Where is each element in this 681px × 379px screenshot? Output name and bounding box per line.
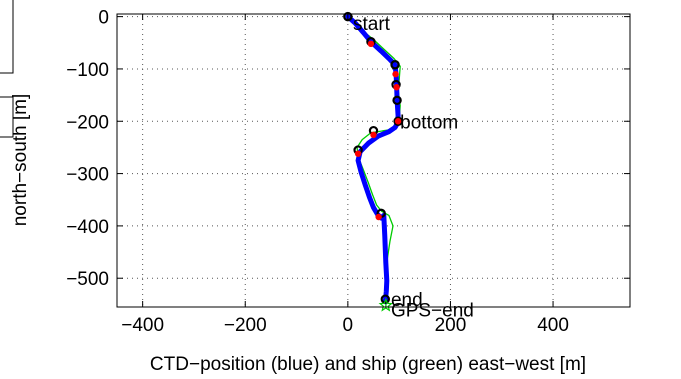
x-tick-label: 200 <box>435 315 467 336</box>
annotation-label: bottom <box>400 112 458 133</box>
y-tick-label: −300 <box>66 165 109 186</box>
annotation-label: end <box>391 290 423 311</box>
plot-frame <box>116 13 631 308</box>
red-dot-marker <box>367 40 375 48</box>
ship-track-line <box>347 15 401 308</box>
gps-end-star-marker <box>378 297 394 312</box>
legend-fragment <box>0 0 14 138</box>
annotation-label: start <box>353 14 391 35</box>
red-dot-marker <box>354 150 362 157</box>
axis-ticks: −400 −200 0 200 400 0 −100 −200 −300 −400 −500 <box>66 8 630 336</box>
red-dot-marker <box>375 213 382 221</box>
station-circle-marker <box>380 294 390 304</box>
plot-markers <box>343 11 403 312</box>
annotation-label: GPS−end <box>391 301 474 322</box>
red-dot-marker <box>394 118 402 125</box>
plot-curves <box>345 14 401 308</box>
y-tick-label: −400 <box>66 217 109 238</box>
ctd-track-line <box>345 14 401 305</box>
grid <box>117 14 630 307</box>
x-axis-label: CTD−position (blue) and ship (green) eas… <box>150 354 586 375</box>
x-tick-label: 400 <box>537 315 569 336</box>
y-tick-label: −100 <box>66 60 109 81</box>
x-tick-label: −200 <box>224 315 267 336</box>
station-circle-marker <box>392 95 402 106</box>
y-tick-label: −500 <box>66 269 109 290</box>
station-circle-marker <box>343 11 353 22</box>
red-dot-marker <box>370 131 377 139</box>
station-circle-marker <box>390 60 400 70</box>
y-tick-label: −200 <box>66 112 109 133</box>
x-tick-label: 0 <box>343 315 354 336</box>
station-circle-marker <box>393 116 403 126</box>
y-tick-label: 0 <box>98 8 109 29</box>
red-dot-marker <box>392 70 399 78</box>
x-tick-label: −400 <box>121 315 164 336</box>
red-dot-marker <box>393 84 400 91</box>
y-axis-label: north−south [m] <box>10 94 31 227</box>
